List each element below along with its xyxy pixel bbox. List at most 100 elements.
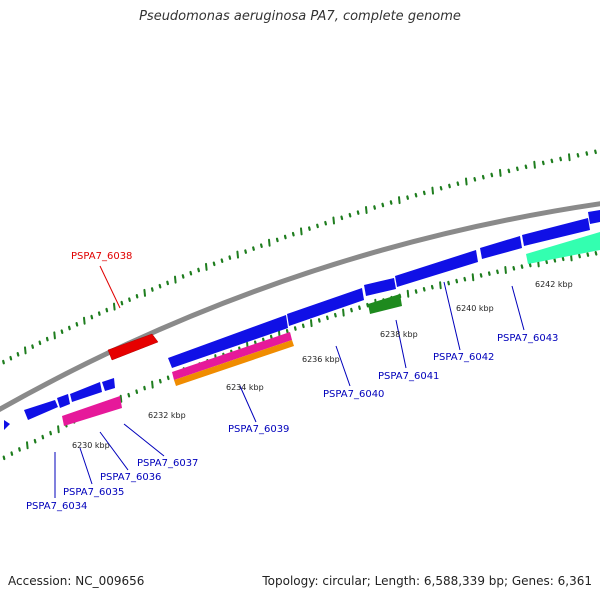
- minor-tick: [75, 322, 79, 327]
- gene-arrow[interactable]: [57, 394, 70, 408]
- feature-bar-magenta[interactable]: [62, 396, 122, 426]
- minor-tick: [308, 226, 311, 231]
- major-tick: [431, 186, 434, 195]
- minor-tick: [33, 438, 37, 444]
- minor-tick: [105, 307, 109, 313]
- minor-tick: [422, 190, 426, 196]
- leader-6040: [335, 345, 351, 387]
- major-tick: [53, 331, 56, 340]
- major-tick: [83, 316, 86, 325]
- minor-tick: [439, 186, 443, 191]
- minor-tick: [260, 243, 263, 248]
- minor-tick: [316, 223, 319, 229]
- major-tick: [406, 289, 410, 298]
- minor-tick: [512, 266, 516, 271]
- gene-arrow[interactable]: [24, 400, 58, 420]
- minor-tick: [463, 276, 467, 282]
- leader-6036: [99, 431, 129, 471]
- gene-arrow[interactable]: [70, 382, 102, 402]
- minor-tick: [158, 378, 162, 384]
- minor-tick: [197, 267, 200, 273]
- gene-label-6035[interactable]: PSPA7_6035: [63, 487, 124, 498]
- gene-arrow[interactable]: [4, 420, 10, 430]
- minor-tick: [317, 318, 321, 323]
- minor-tick: [481, 174, 485, 180]
- gene-label-6040[interactable]: PSPA7_6040: [323, 389, 384, 400]
- major-tick: [332, 216, 335, 225]
- gene-label-leaders: [54, 281, 525, 498]
- minor-tick: [487, 271, 491, 276]
- minor-tick: [2, 455, 6, 461]
- gene-label-6041[interactable]: PSPA7_6041: [378, 371, 439, 382]
- gene-arrow[interactable]: [395, 250, 478, 287]
- gene-arrow[interactable]: [522, 218, 590, 246]
- minor-tick: [473, 177, 477, 182]
- gene-arrow[interactable]: [480, 236, 522, 259]
- minor-tick: [31, 344, 35, 349]
- major-tick: [533, 160, 536, 169]
- minor-tick: [594, 149, 597, 155]
- gene-label-6042[interactable]: PSPA7_6042: [433, 352, 494, 363]
- major-tick: [205, 262, 208, 271]
- major-tick: [365, 206, 368, 214]
- gene-label-6034[interactable]: PSPA7_6034: [26, 501, 87, 512]
- forward-features: [4, 210, 600, 430]
- genome-backbone: [0, 201, 600, 413]
- feature-bar-magenta[interactable]: [172, 332, 292, 380]
- gene-arrow[interactable]: [102, 378, 115, 391]
- major-tick: [300, 227, 303, 236]
- minor-tick: [283, 234, 287, 240]
- gene-label-6043[interactable]: PSPA7_6043: [497, 333, 558, 344]
- kbp-label: 6236 kbp: [302, 355, 340, 364]
- minor-tick: [10, 451, 14, 456]
- gene-label-6038[interactable]: PSPA7_6038: [71, 251, 132, 262]
- minor-tick: [60, 329, 64, 334]
- minor-tick: [528, 262, 532, 268]
- minor-tick: [166, 375, 170, 381]
- gene-arrow[interactable]: [168, 315, 288, 368]
- minor-tick: [127, 392, 131, 398]
- feature-bar-orange[interactable]: [174, 340, 294, 386]
- feature-bar-mint[interactable]: [526, 232, 600, 264]
- gene-label-6036[interactable]: PSPA7_6036: [100, 472, 161, 483]
- leader-6038: [99, 265, 121, 309]
- minor-tick: [143, 385, 146, 391]
- minor-tick: [585, 151, 589, 156]
- gene-arrow[interactable]: [287, 288, 364, 326]
- minor-tick: [150, 287, 154, 292]
- minor-tick: [447, 280, 450, 286]
- minor-tick: [550, 158, 554, 164]
- minor-tick: [366, 302, 369, 308]
- minor-tick: [448, 183, 451, 189]
- leader-6037: [123, 423, 165, 457]
- minor-tick: [158, 283, 162, 289]
- kbp-label: 6232 kbp: [148, 411, 186, 420]
- minor-tick: [594, 251, 598, 256]
- minor-tick: [422, 287, 426, 292]
- minor-tick: [252, 246, 255, 251]
- kbp-labels: 6230 kbp 6232 kbp 6234 kbp 6236 kbp 6238…: [72, 280, 573, 450]
- minor-tick: [515, 166, 519, 172]
- minor-tick: [340, 215, 344, 221]
- minor-tick: [49, 430, 53, 436]
- kbp-label: 6242 kbp: [535, 280, 573, 289]
- minor-tick: [507, 168, 511, 174]
- minor-tick: [291, 231, 295, 237]
- minor-tick: [414, 192, 418, 198]
- gene-label-6037[interactable]: PSPA7_6037: [137, 458, 198, 469]
- minor-tick: [244, 249, 247, 254]
- major-tick: [151, 380, 154, 389]
- gene-label-6039[interactable]: PSPA7_6039: [228, 424, 289, 435]
- minor-tick: [373, 205, 376, 210]
- minor-tick: [18, 447, 21, 452]
- kbp-label: 6238 kbp: [380, 330, 418, 339]
- gene-arrow[interactable]: [588, 210, 600, 224]
- genome-title: Pseudomonas aeruginosa PA7, complete gen…: [139, 9, 461, 24]
- minor-tick: [269, 334, 273, 340]
- feature-bar-green[interactable]: [368, 294, 402, 314]
- minor-tick: [334, 312, 337, 318]
- minor-tick: [576, 153, 580, 158]
- gene-arrow[interactable]: [364, 278, 396, 296]
- highlighted-gene-6038[interactable]: [107, 333, 159, 361]
